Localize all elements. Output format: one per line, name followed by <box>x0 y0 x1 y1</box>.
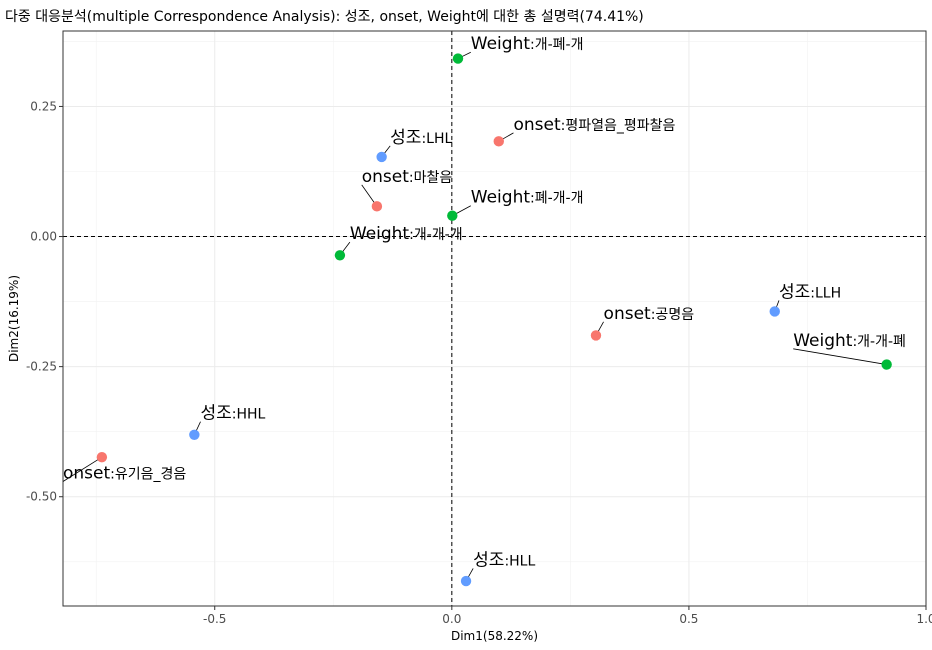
point-label-prefix: Weight <box>471 188 531 208</box>
point-label-prefix: 성조 <box>473 550 504 570</box>
point-label: onset:마찰음 <box>362 167 453 187</box>
point-label-prefix: 성조 <box>390 128 421 148</box>
point-label-prefix: 성조 <box>201 404 232 424</box>
point-label: Weight:개-폐-개 <box>471 34 584 54</box>
data-point <box>452 53 464 64</box>
data-point <box>371 201 383 212</box>
x-axis-title: Dim1(58.22%) <box>451 629 538 643</box>
point-label-suffix: :개-개-폐 <box>852 334 905 350</box>
point-label: 성조:HLL <box>473 550 535 570</box>
point-label-suffix: :폐-개-개 <box>530 191 583 207</box>
y-tick-label: 0.25 <box>30 99 57 113</box>
y-axis-title: Dim2(16.19%) <box>7 275 21 362</box>
point-label-prefix: onset <box>604 304 651 324</box>
point-labels: Weight:개-폐-개onset:평파열음_평파찰음성조:LHLonset:마… <box>62 34 906 582</box>
point-label-prefix: Weight <box>793 331 853 351</box>
x-tick-label: 0.5 <box>679 612 698 626</box>
y-tick-label: -0.25 <box>26 360 57 374</box>
point-label-prefix: Weight <box>350 224 410 244</box>
grid-lines <box>63 31 927 606</box>
point-label-suffix: :마찰음 <box>409 170 452 186</box>
point-label: onset:평파열음_평파찰음 <box>513 115 675 135</box>
point-label: 성조:LLH <box>779 282 841 302</box>
x-tick-label: 1.0 <box>916 612 932 626</box>
data-point <box>590 330 602 341</box>
x-tick-label: -0.5 <box>203 612 226 626</box>
label-connector-line <box>62 456 103 482</box>
chart-title: 다중 대응분석(multiple Correspondence Analysis… <box>5 9 644 25</box>
point-label-suffix: :개-개-개 <box>409 227 462 243</box>
point-label: Weight:개-개-폐 <box>793 331 906 351</box>
point-label-prefix: 성조 <box>779 282 810 302</box>
data-points <box>96 53 892 587</box>
point-label-suffix: :HHL <box>232 407 266 423</box>
point-label-suffix: :유기음_경음 <box>110 467 186 483</box>
data-point <box>189 429 200 441</box>
point-label-prefix: onset <box>362 167 409 187</box>
point-label-suffix: :개-폐-개 <box>530 37 583 53</box>
axes: -0.5 0.0 0.5 1.0 -0.50 -0.25 0.00 0.25 <box>26 99 932 626</box>
data-point <box>769 306 780 317</box>
data-point <box>447 210 458 221</box>
data-point <box>493 136 504 147</box>
point-label: Weight:개-개-개 <box>350 224 463 244</box>
point-label: onset:유기음_경음 <box>63 464 186 484</box>
point-label: 성조:LHL <box>390 128 452 148</box>
point-label-prefix: onset <box>63 464 110 484</box>
panel-border <box>62 30 927 607</box>
reference-lines <box>63 31 926 606</box>
point-label-suffix: :평파열음_평파찰음 <box>561 118 676 134</box>
label-connector-line <box>793 348 887 365</box>
point-label-prefix: onset <box>513 115 560 135</box>
data-point <box>376 151 387 163</box>
y-tick-label: -0.50 <box>26 490 57 504</box>
point-label-suffix: :공명음 <box>651 307 694 323</box>
data-point <box>334 250 346 261</box>
point-label-suffix: :HLL <box>504 553 535 569</box>
data-point <box>460 575 472 587</box>
data-point <box>881 359 892 370</box>
point-label-suffix: :LLH <box>810 285 841 301</box>
y-tick-label: 0.00 <box>30 230 57 244</box>
point-label-suffix: :LHL <box>421 131 452 147</box>
panel-frame <box>62 30 927 607</box>
x-tick-label: 0.0 <box>442 612 461 626</box>
point-label: Weight:폐-개-개 <box>471 188 584 208</box>
point-label: 성조:HHL <box>201 404 266 424</box>
data-point <box>96 451 108 463</box>
point-label: onset:공명음 <box>604 304 695 324</box>
point-label-prefix: Weight <box>471 34 531 54</box>
